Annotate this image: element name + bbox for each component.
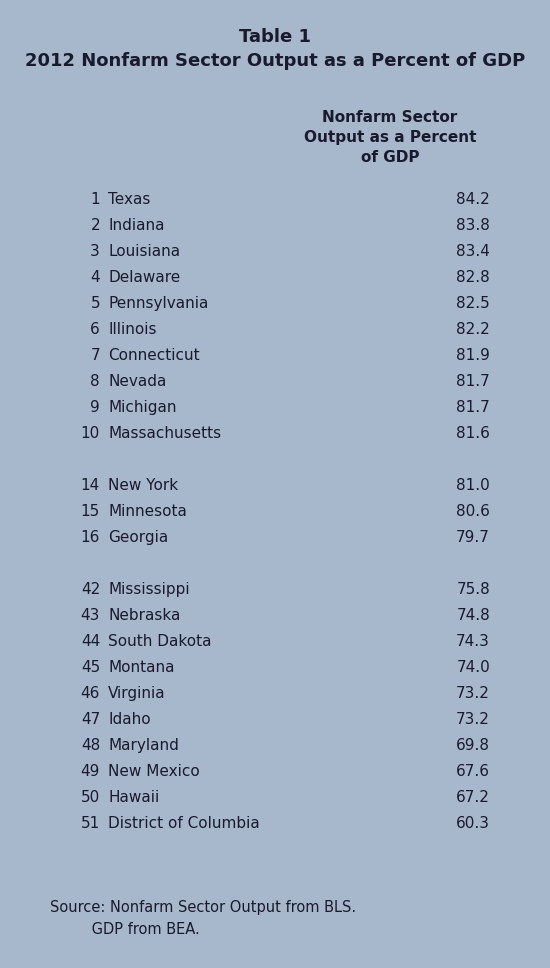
- Text: 14: 14: [81, 478, 100, 493]
- Text: District of Columbia: District of Columbia: [108, 816, 260, 831]
- Text: 51: 51: [81, 816, 100, 831]
- Text: 74.3: 74.3: [456, 634, 490, 649]
- Text: 45: 45: [81, 660, 100, 675]
- Text: Georgia: Georgia: [108, 530, 168, 545]
- Text: 67.2: 67.2: [456, 790, 490, 805]
- Text: 2012 Nonfarm Sector Output as a Percent of GDP: 2012 Nonfarm Sector Output as a Percent …: [25, 52, 525, 70]
- Text: 9: 9: [90, 400, 100, 415]
- Text: GDP from BEA.: GDP from BEA.: [50, 922, 200, 937]
- Text: Source: Nonfarm Sector Output from BLS.: Source: Nonfarm Sector Output from BLS.: [50, 900, 356, 915]
- Text: Indiana: Indiana: [108, 218, 164, 233]
- Text: Illinois: Illinois: [108, 322, 157, 337]
- Text: 48: 48: [81, 738, 100, 753]
- Text: New York: New York: [108, 478, 178, 493]
- Text: 81.7: 81.7: [456, 374, 490, 389]
- Text: Michigan: Michigan: [108, 400, 177, 415]
- Text: 4: 4: [90, 270, 100, 285]
- Text: Nonfarm Sector: Nonfarm Sector: [322, 110, 458, 125]
- Text: 47: 47: [81, 712, 100, 727]
- Text: 74.0: 74.0: [456, 660, 490, 675]
- Text: 43: 43: [81, 608, 100, 623]
- Text: 74.8: 74.8: [456, 608, 490, 623]
- Text: New Mexico: New Mexico: [108, 764, 200, 779]
- Text: Mississippi: Mississippi: [108, 582, 190, 597]
- Text: of GDP: of GDP: [361, 150, 419, 165]
- Text: 16: 16: [81, 530, 100, 545]
- Text: Nebraska: Nebraska: [108, 608, 180, 623]
- Text: 8: 8: [90, 374, 100, 389]
- Text: 6: 6: [90, 322, 100, 337]
- Text: 81.0: 81.0: [456, 478, 490, 493]
- Text: 7: 7: [90, 348, 100, 363]
- Text: 81.6: 81.6: [456, 426, 490, 441]
- Text: 50: 50: [81, 790, 100, 805]
- Text: 83.4: 83.4: [456, 244, 490, 259]
- Text: 44: 44: [81, 634, 100, 649]
- Text: Virginia: Virginia: [108, 686, 166, 701]
- Text: 60.3: 60.3: [456, 816, 490, 831]
- Text: Hawaii: Hawaii: [108, 790, 159, 805]
- Text: Idaho: Idaho: [108, 712, 151, 727]
- Text: 42: 42: [81, 582, 100, 597]
- Text: 67.6: 67.6: [456, 764, 490, 779]
- Text: Louisiana: Louisiana: [108, 244, 180, 259]
- Text: 73.2: 73.2: [456, 712, 490, 727]
- Text: Montana: Montana: [108, 660, 174, 675]
- Text: 82.8: 82.8: [456, 270, 490, 285]
- Text: 5: 5: [90, 296, 100, 311]
- Text: 83.8: 83.8: [456, 218, 490, 233]
- Text: 80.6: 80.6: [456, 504, 490, 519]
- Text: 82.5: 82.5: [456, 296, 490, 311]
- Text: 2: 2: [90, 218, 100, 233]
- Text: Nevada: Nevada: [108, 374, 166, 389]
- Text: 1: 1: [90, 192, 100, 207]
- Text: Pennsylvania: Pennsylvania: [108, 296, 208, 311]
- Text: Massachusetts: Massachusetts: [108, 426, 221, 441]
- Text: Connecticut: Connecticut: [108, 348, 200, 363]
- Text: 82.2: 82.2: [456, 322, 490, 337]
- Text: Output as a Percent: Output as a Percent: [304, 130, 476, 145]
- Text: 69.8: 69.8: [456, 738, 490, 753]
- Text: 3: 3: [90, 244, 100, 259]
- Text: Delaware: Delaware: [108, 270, 180, 285]
- Text: 81.9: 81.9: [456, 348, 490, 363]
- Text: 84.2: 84.2: [456, 192, 490, 207]
- Text: Texas: Texas: [108, 192, 150, 207]
- Text: 81.7: 81.7: [456, 400, 490, 415]
- Text: South Dakota: South Dakota: [108, 634, 212, 649]
- Text: Table 1: Table 1: [239, 28, 311, 46]
- Text: 46: 46: [81, 686, 100, 701]
- Text: 15: 15: [81, 504, 100, 519]
- Text: 79.7: 79.7: [456, 530, 490, 545]
- Text: Minnesota: Minnesota: [108, 504, 187, 519]
- Text: Maryland: Maryland: [108, 738, 179, 753]
- Text: 73.2: 73.2: [456, 686, 490, 701]
- Text: 49: 49: [81, 764, 100, 779]
- Text: 10: 10: [81, 426, 100, 441]
- Text: 75.8: 75.8: [456, 582, 490, 597]
